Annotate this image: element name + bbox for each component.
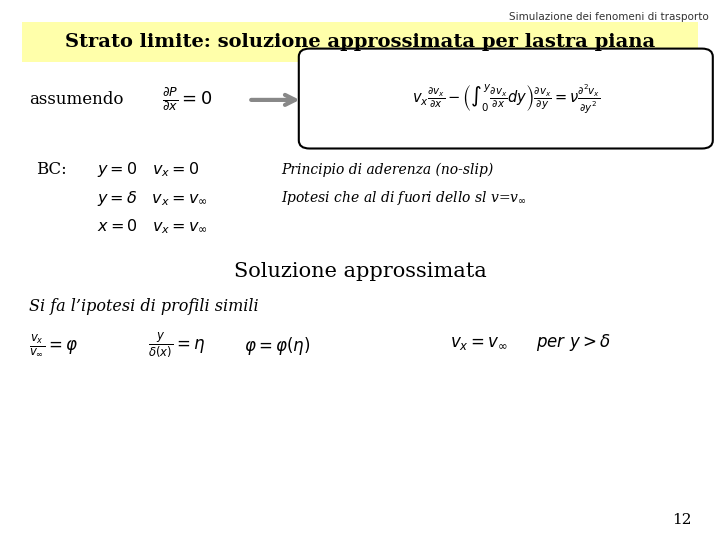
Text: $\varphi=\varphi(\eta)$: $\varphi=\varphi(\eta)$ [244, 335, 310, 356]
Text: BC:: BC: [36, 161, 67, 178]
Text: Si fa l’ipotesi di profili simili: Si fa l’ipotesi di profili simili [29, 298, 258, 315]
Text: $x=0\quad v_x=v_\infty$: $x=0\quad v_x=v_\infty$ [97, 218, 208, 236]
Text: $y=\delta\quad v_x=v_\infty$: $y=\delta\quad v_x=v_\infty$ [97, 188, 208, 208]
Text: $\frac{\partial P}{\partial x}=0$: $\frac{\partial P}{\partial x}=0$ [162, 86, 212, 113]
Text: $v_x=v_\infty$: $v_x=v_\infty$ [450, 334, 508, 352]
Text: assumendo: assumendo [29, 91, 123, 109]
Text: 12: 12 [672, 512, 691, 526]
Text: $v_x\frac{\partial v_x}{\partial x}-\left(\int_0^{y}\frac{\partial v_x}{\partial: $v_x\frac{\partial v_x}{\partial x}-\lef… [412, 82, 600, 114]
FancyBboxPatch shape [299, 49, 713, 149]
Text: Simulazione dei fenomeni di trasporto: Simulazione dei fenomeni di trasporto [510, 12, 709, 22]
FancyBboxPatch shape [22, 22, 698, 62]
Text: Strato limite: soluzione approssimata per lastra piana: Strato limite: soluzione approssimata pe… [65, 33, 655, 51]
Text: $per\ y>\delta$: $per\ y>\delta$ [536, 333, 611, 353]
Text: $y=0\quad v_x=0$: $y=0\quad v_x=0$ [97, 160, 199, 179]
Text: Principio di aderenza (no-slip): Principio di aderenza (no-slip) [281, 163, 493, 177]
Text: $\frac{y}{\delta(x)}=\eta$: $\frac{y}{\delta(x)}=\eta$ [148, 331, 205, 360]
Text: Soluzione approssimata: Soluzione approssimata [233, 261, 487, 281]
Text: $\frac{v_x}{v_\infty}=\varphi$: $\frac{v_x}{v_\infty}=\varphi$ [30, 333, 78, 359]
Text: Ipotesi che al di fuori dello sl v=v$_\infty$: Ipotesi che al di fuori dello sl v=v$_\i… [281, 189, 527, 207]
